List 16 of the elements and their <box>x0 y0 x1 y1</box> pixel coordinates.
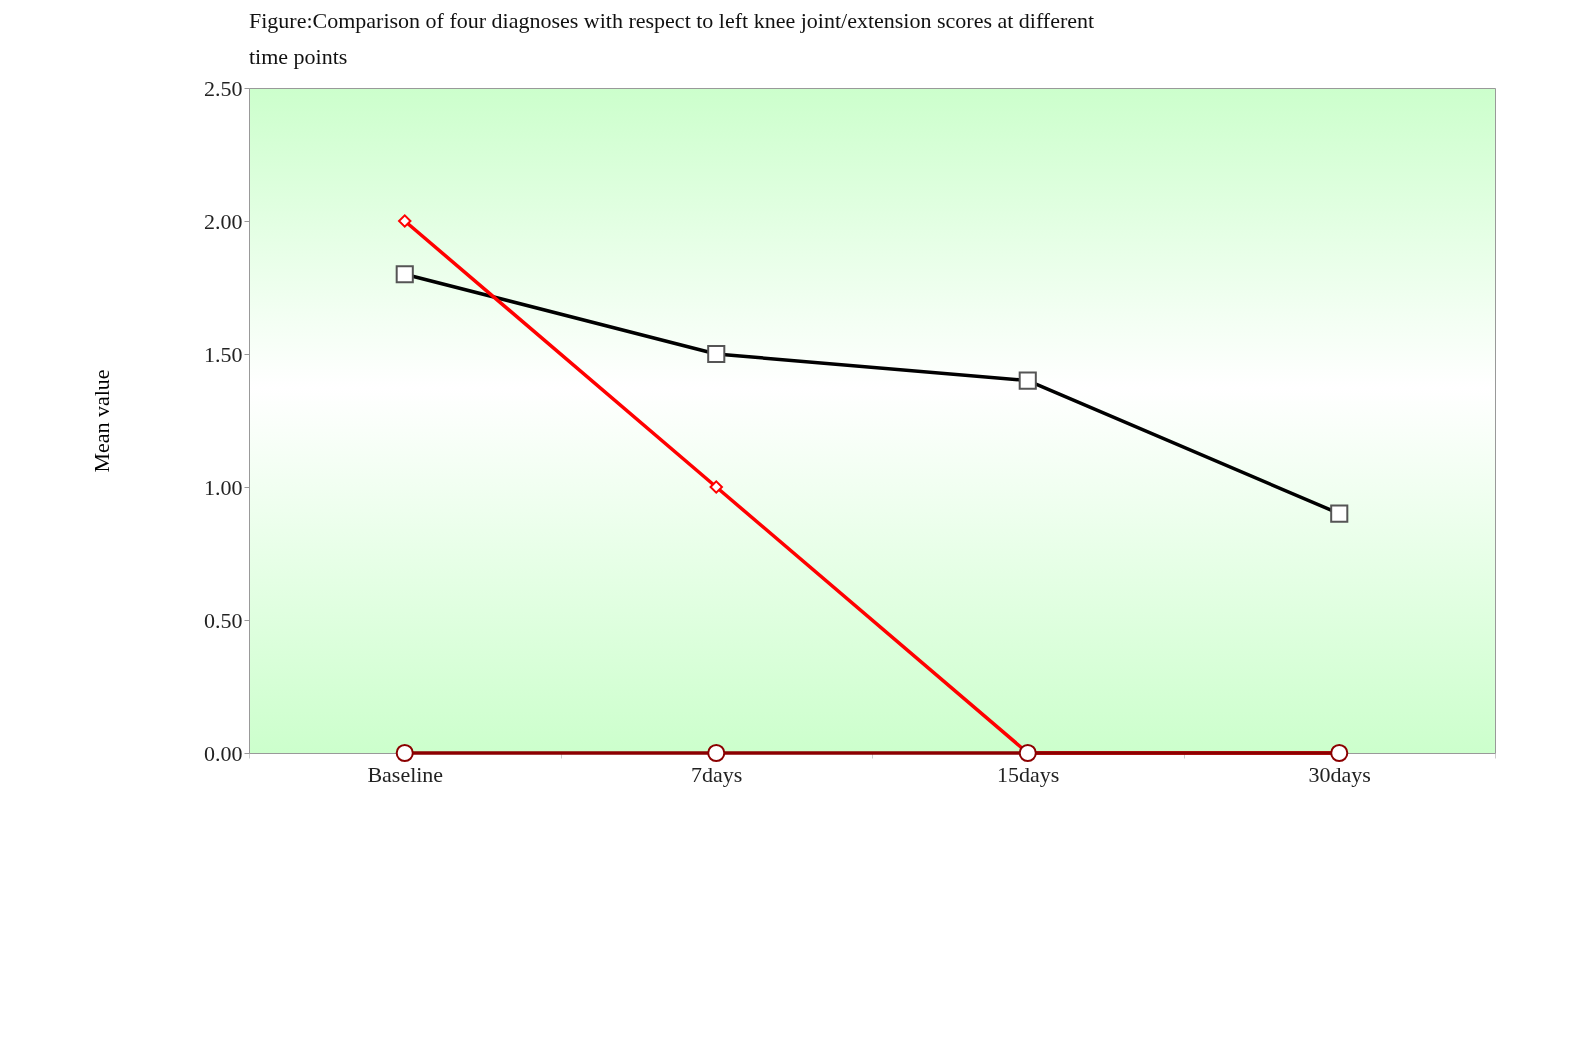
y-tick-label: 2.50 <box>204 75 243 101</box>
y-axis-title: Mean value <box>89 369 114 473</box>
chart-title: Figure:Comparison of four diagnoses with respect to left knee joint/extension scores at different time points <box>249 8 1095 69</box>
point <box>707 743 726 763</box>
y-tick-label: 0.00 <box>204 740 243 766</box>
y-tick-label: 0.50 <box>204 607 243 633</box>
y-tick-label: 1.50 <box>204 341 243 367</box>
point <box>709 480 723 494</box>
y-tick-label: 1.00 <box>204 474 243 500</box>
point <box>395 743 414 763</box>
x-tick-label: 7days <box>691 761 743 787</box>
x-tick-label: Baseline <box>367 761 444 787</box>
x-tick-label: 15days <box>997 761 1060 787</box>
y-tick-label: 2.00 <box>204 208 243 234</box>
x-tick-label: 30days <box>1308 761 1371 787</box>
point <box>398 214 412 228</box>
